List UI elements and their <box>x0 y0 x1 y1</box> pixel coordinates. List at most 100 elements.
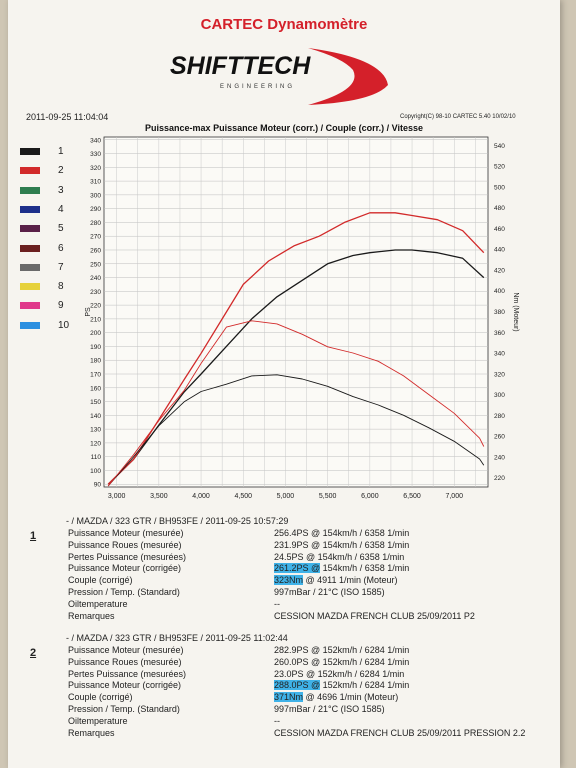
x-tick-label: 3,000 <box>108 493 126 500</box>
test-date: 2011-09-25 11:04:04 <box>26 112 109 122</box>
result-value: 260.0PS @ 152km/h / 6284 1/min <box>274 656 410 667</box>
y2-tick-label: 540 <box>494 143 505 150</box>
y2-tick-label: 520 <box>494 164 505 171</box>
logo-main-text: SHIFTTECH <box>170 52 311 80</box>
result-label: Puissance Moteur (mesurée) <box>68 528 184 538</box>
y-tick-label: 200 <box>90 330 101 337</box>
dyno-sheet: CARTEC Dynamomètre SHIFTTECH ENGINEERING… <box>8 0 560 768</box>
legend-swatch <box>20 148 40 155</box>
result-value: CESSION MAZDA FRENCH CLUB 25/09/2011 P2 <box>274 610 475 621</box>
result-row: Pertes Puissance (mesurées) 23.0PS @ 152k… <box>68 669 548 680</box>
highlighted-value: 371Nm <box>274 692 304 703</box>
legend-swatch <box>20 283 40 291</box>
result-row: Puissance Moteur (corrigée) 261.2PS @ 154… <box>68 563 548 574</box>
y-tick-label: 150 <box>90 399 101 406</box>
result-label: Puissance Roues (mesurée) <box>68 539 182 550</box>
result-row: Pression / Temp. (Standard) 997mBar / 21°… <box>68 587 548 598</box>
result-value: 997mBar / 21°C (ISO 1585) <box>274 704 385 714</box>
result-value: 997mBar / 21°C (ISO 1585) <box>274 587 385 597</box>
result-label: Puissance Moteur (mesurée) <box>68 645 184 655</box>
result-row: Pertes Puissance (mesurées) 24.5PS @ 154k… <box>68 552 548 563</box>
legend-swatch <box>20 321 40 329</box>
legend-label: 6 <box>58 242 64 254</box>
y-tick-label: 260 <box>90 247 101 254</box>
y2-tick-label: 380 <box>494 309 505 316</box>
result-label: Puissance Moteur (corrigée) <box>68 563 182 574</box>
y2-tick-label: 500 <box>494 184 505 191</box>
result-label: Oiltemperature <box>68 598 128 609</box>
legend-label: 7 <box>58 261 64 273</box>
x-tick-label: 4,500 <box>234 493 252 500</box>
y-tick-label: 110 <box>91 454 102 461</box>
y-tick-label: 320 <box>90 165 101 172</box>
result-row: Oiltemperature -- <box>68 716 548 727</box>
y2-tick-label: 440 <box>494 247 505 254</box>
y-tick-label: 300 <box>90 192 101 199</box>
y2-tick-label: 240 <box>494 454 505 461</box>
y2-axis-label: Nm (Moteur) <box>512 292 519 331</box>
y2-tick-label: 360 <box>494 330 505 337</box>
y-tick-label: 90 <box>94 482 102 489</box>
series-line-2-right <box>107 320 485 487</box>
y-tick-label: 290 <box>90 206 101 213</box>
y2-tick-label: 420 <box>494 267 505 274</box>
result-label: Pertes Puissance (mesurées) <box>68 551 187 562</box>
y-tick-label: 240 <box>90 275 101 282</box>
result-row: Puissance Moteur (mesurée) 256.4PS @ 154k… <box>68 528 548 539</box>
chart-title: Puissance-max Puissance Moteur (corr.) /… <box>145 123 423 133</box>
y2-tick-label: 460 <box>494 226 505 233</box>
legend-label: 4 <box>58 203 64 215</box>
result-value: 323Nm @ 4911 1/min (Moteur) <box>274 575 398 586</box>
legend-item: 2 <box>20 165 90 177</box>
y-tick-label: 310 <box>90 179 101 186</box>
result-label: Oiltemperature <box>68 715 128 726</box>
legend-item: 3 <box>20 185 90 197</box>
y-tick-label: 220 <box>90 303 101 310</box>
y-tick-label: 130 <box>90 427 101 434</box>
legend-item: 9 <box>20 300 90 312</box>
result-value: 23.0PS @ 152km/h / 6284 1/min <box>274 668 405 679</box>
legend-swatch <box>20 186 40 194</box>
legend-label: 3 <box>58 184 64 196</box>
result-label: Couple (corrigé) <box>68 575 133 586</box>
y-tick-label: 190 <box>90 344 101 351</box>
legend-label: 8 <box>58 281 64 293</box>
series-line-2-left <box>107 212 485 485</box>
run-heading: - / MAZDA / 323 GTR / BH953FE / 2011-09-… <box>66 516 289 526</box>
y2-tick-label: 260 <box>494 434 505 441</box>
legend-label: 1 <box>58 146 64 157</box>
series-line-1-left <box>107 249 485 485</box>
x-tick-label: 5,500 <box>319 493 337 500</box>
result-row: Remarques CESSION MAZDA FRENCH CLUB 25/09… <box>68 611 548 622</box>
y-tick-label: 120 <box>90 440 101 447</box>
y-tick-label: 170 <box>90 372 101 379</box>
result-label: Remarques <box>68 727 115 738</box>
result-row: Remarques CESSION MAZDA FRENCH CLUB 25/09… <box>68 728 548 739</box>
result-value: -- <box>274 598 280 609</box>
result-value: -- <box>274 715 280 726</box>
y2-tick-label: 340 <box>494 351 505 358</box>
result-row: Puissance Moteur (corrigée) 288.0PS @ 152… <box>68 680 548 691</box>
legend-swatch <box>20 167 40 175</box>
y-tick-label: 230 <box>90 289 101 296</box>
run-heading: - / MAZDA / 323 GTR / BH953FE / 2011-09-… <box>66 633 288 643</box>
result-label: Pertes Puissance (mesurées) <box>68 668 187 679</box>
legend-label: 10 <box>58 319 70 331</box>
y-tick-label: 210 <box>90 316 101 323</box>
y2-tick-label: 480 <box>494 205 505 212</box>
result-label: Remarques <box>68 610 115 621</box>
result-value: 231.9PS @ 154km/h / 6358 1/min <box>274 539 410 550</box>
result-row: Puissance Roues (mesurée) 231.9PS @ 154km… <box>68 540 548 551</box>
y2-tick-label: 280 <box>494 413 505 420</box>
y-tick-label: 140 <box>90 413 101 420</box>
y-tick-label: 280 <box>90 220 101 227</box>
x-tick-label: 5,000 <box>277 493 295 500</box>
result-value: 371Nm @ 4696 1/min (Moteur) <box>274 692 399 703</box>
y-tick-label: 270 <box>90 234 101 241</box>
result-row: Pression / Temp. (Standard) 997mBar / 21°… <box>68 704 548 715</box>
result-row: Puissance Roues (mesurée) 260.0PS @ 152km… <box>68 657 548 668</box>
legend-item: 7 <box>20 262 90 274</box>
result-value: 288.0PS @ 152km/h / 6284 1/min <box>274 680 410 691</box>
result-row: Couple (corrigé) 371Nm @ 4696 1/min (Mote… <box>68 692 548 703</box>
x-tick-label: 6,000 <box>361 493 379 500</box>
